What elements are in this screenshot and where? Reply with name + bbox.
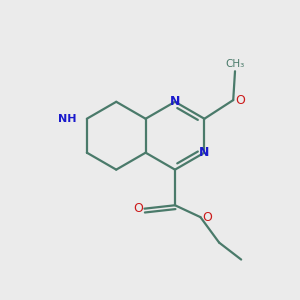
Text: CH₃: CH₃	[225, 59, 244, 70]
Text: N: N	[199, 146, 210, 159]
Text: O: O	[133, 202, 143, 215]
Text: O: O	[202, 211, 212, 224]
Text: O: O	[235, 94, 245, 106]
Text: N: N	[170, 95, 180, 108]
Text: NH: NH	[58, 114, 76, 124]
